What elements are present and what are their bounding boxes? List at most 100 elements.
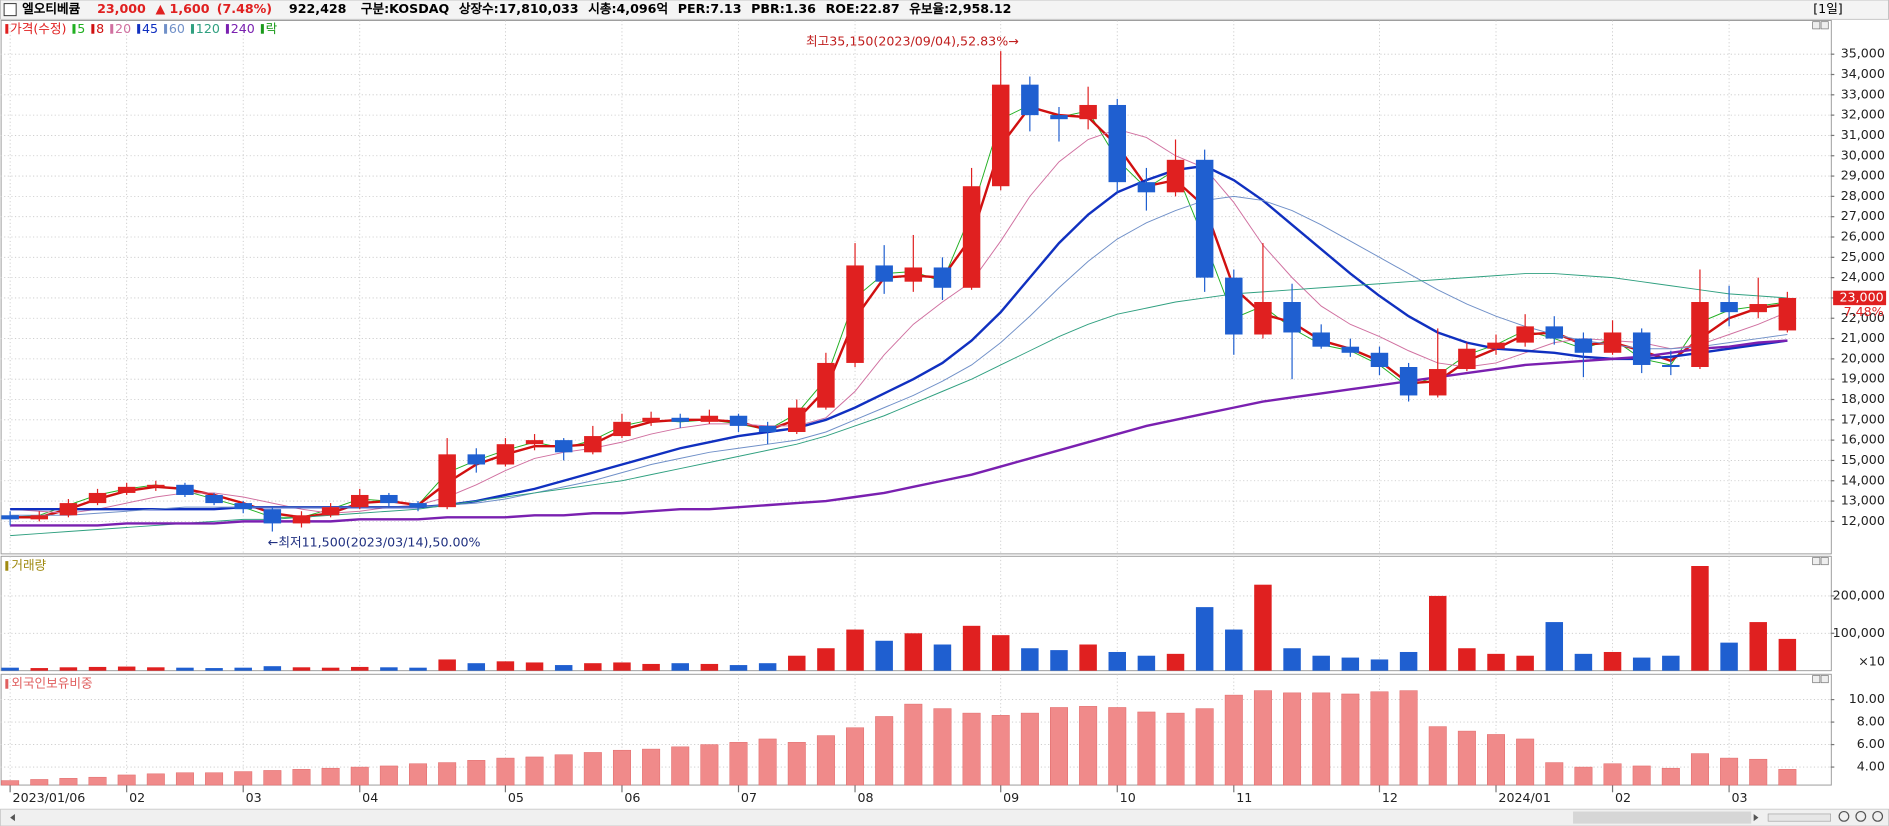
candle-body	[991, 84, 1010, 187]
bar	[146, 773, 165, 786]
bar	[1662, 655, 1680, 671]
bar	[554, 665, 573, 671]
panel-button[interactable]	[1812, 21, 1821, 30]
x-tick-label: 10	[1120, 790, 1136, 805]
bar	[787, 742, 806, 786]
bar	[117, 666, 136, 671]
bar	[1166, 712, 1185, 786]
candle-body	[467, 454, 486, 465]
scroll-left[interactable]	[10, 813, 15, 822]
y-tick-label: 34,000	[1841, 66, 1885, 81]
bar	[1050, 707, 1068, 786]
candle-body	[846, 265, 864, 363]
bar	[962, 712, 981, 786]
bar	[1545, 622, 1564, 671]
x-tick-label: 11	[1236, 790, 1252, 805]
zoom-reset[interactable]	[1872, 810, 1884, 822]
y-tick-label: 35,000	[1841, 46, 1885, 61]
moving-average-line	[10, 128, 1788, 514]
x-tick-label: 03	[1731, 790, 1747, 805]
bar	[1341, 657, 1360, 671]
scroll-right[interactable]	[1753, 813, 1759, 822]
y-tick-label: 20,000	[1841, 350, 1885, 365]
price-tag-change: 7.48%	[1844, 304, 1884, 319]
bar	[1079, 706, 1098, 786]
bar	[729, 665, 748, 671]
scrollbar-thumb[interactable]	[1573, 811, 1752, 824]
zoom-in[interactable]	[1855, 810, 1867, 822]
zoom-out[interactable]	[1838, 810, 1850, 822]
bar	[175, 772, 194, 786]
bar	[642, 748, 661, 786]
legend-label: 8	[96, 21, 104, 36]
candle-body	[962, 186, 981, 288]
bar	[1283, 692, 1302, 786]
bar	[321, 667, 340, 671]
panel-button[interactable]	[1812, 557, 1821, 566]
y-tick-label: 28,000	[1841, 188, 1885, 203]
candle-body	[1458, 348, 1476, 370]
panel-button[interactable]	[1820, 675, 1829, 684]
candle-body	[875, 265, 893, 282]
panel-title: 거래량	[11, 557, 46, 572]
bar	[467, 760, 486, 786]
bar	[525, 662, 544, 671]
panel-button[interactable]	[1820, 557, 1829, 566]
y-tick-label: 14,000	[1841, 472, 1885, 487]
bar	[263, 666, 282, 671]
bar	[350, 766, 369, 786]
bar	[1720, 757, 1739, 786]
candle-body	[1428, 369, 1447, 396]
y-tick-label: 26,000	[1841, 229, 1885, 244]
bar	[1225, 629, 1243, 671]
bar	[583, 752, 602, 786]
bar	[933, 644, 952, 671]
legend-swatch	[72, 24, 76, 34]
bar	[1632, 657, 1651, 671]
bar	[1574, 653, 1593, 671]
x-tick-label: 05	[508, 790, 524, 805]
bar	[205, 772, 224, 786]
bar	[1021, 648, 1039, 671]
bar	[1254, 584, 1272, 671]
candle-body	[117, 486, 136, 493]
header-item: 유보율:2,958.12	[909, 1, 1011, 16]
legend-label: 5	[77, 21, 85, 36]
candle-body	[1, 515, 19, 520]
candle-body	[729, 415, 748, 426]
zoom-slider[interactable]	[1767, 813, 1832, 822]
checkbox[interactable]	[3, 3, 17, 17]
bar	[962, 625, 981, 671]
legend-swatch	[5, 561, 9, 571]
bar	[612, 749, 631, 786]
period-selector[interactable]: [1일]	[1813, 1, 1843, 16]
bar	[1778, 638, 1797, 671]
bar	[700, 744, 719, 786]
panel-button[interactable]	[1820, 21, 1829, 30]
bar	[846, 629, 864, 671]
y-tick-label: 8.00	[1857, 714, 1885, 729]
bar	[1632, 765, 1651, 786]
candle-body	[700, 415, 719, 422]
bar	[409, 667, 427, 671]
bar	[584, 663, 602, 671]
bar	[1428, 595, 1447, 671]
candle-body	[1312, 332, 1330, 347]
candle-body	[1662, 364, 1680, 368]
candle-body	[292, 515, 311, 524]
y-tick-label: 19,000	[1841, 371, 1885, 386]
candle-body	[409, 503, 427, 508]
candle-body	[758, 425, 777, 433]
volume-today: 922,428	[289, 1, 347, 16]
panel-button[interactable]	[1812, 675, 1821, 684]
bar	[321, 767, 340, 786]
bar	[30, 779, 49, 786]
candle-body	[1225, 277, 1243, 335]
y-tick-label: 100,000	[1833, 625, 1885, 640]
bar	[1195, 708, 1214, 786]
y-tick-label: 32,000	[1841, 107, 1885, 122]
candle-body	[788, 407, 806, 433]
min-annotation: ←최저11,500(2023/03/14),50.00%	[268, 535, 481, 550]
current-price: 23,000	[97, 1, 146, 16]
bar	[292, 667, 311, 671]
